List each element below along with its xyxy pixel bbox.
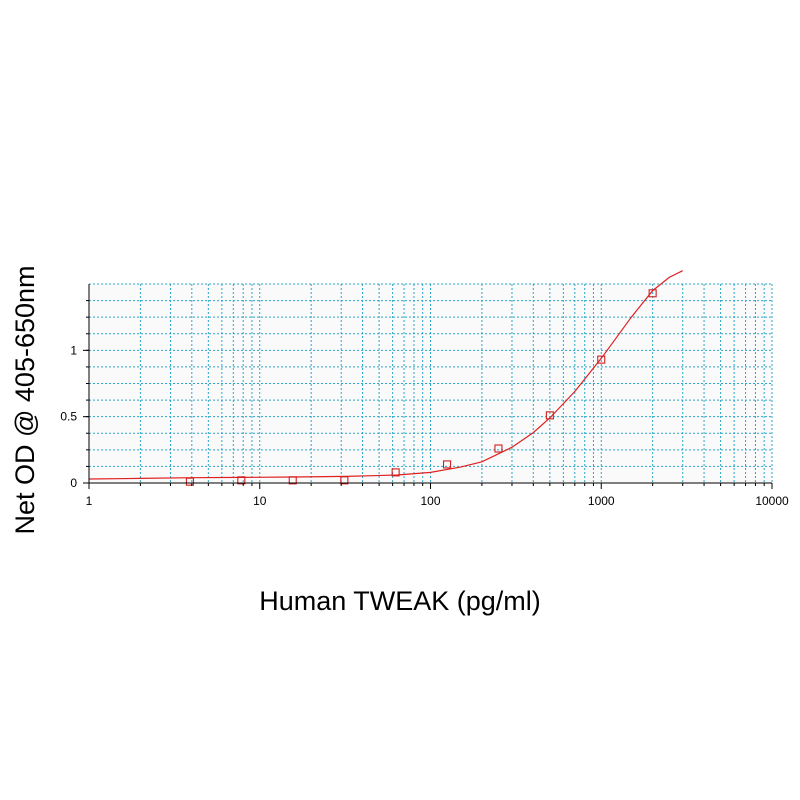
x-tick-label: 10000 xyxy=(755,494,789,508)
fit-curve-line xyxy=(88,270,683,480)
x-tick-label: 1 xyxy=(86,494,93,508)
x-axis-title: Human TWEAK (pg/ml) xyxy=(259,586,541,616)
y-axis-title: Net OD @ 405-650nm xyxy=(10,265,40,534)
data-point xyxy=(494,444,503,453)
y-tick-label: 0.5 xyxy=(60,410,77,424)
data-point xyxy=(185,477,194,486)
data-point xyxy=(237,476,246,485)
data-point xyxy=(288,476,297,485)
y-tick-label: 0 xyxy=(70,476,77,490)
x-tick-label: 10 xyxy=(253,494,267,508)
data-point xyxy=(442,460,452,469)
data-points xyxy=(185,289,657,486)
grid xyxy=(89,283,773,483)
y-ticks: 00.51 xyxy=(60,300,89,490)
x-tick-label: 1000 xyxy=(588,494,615,508)
x-ticks: 1 10 100 1000 10000 xyxy=(86,483,789,508)
data-point xyxy=(545,411,554,420)
data-point xyxy=(597,355,606,364)
data-point xyxy=(340,476,349,485)
data-point xyxy=(391,468,400,477)
x-tick-label: 100 xyxy=(420,494,440,508)
fit-curve xyxy=(88,270,683,480)
data-point xyxy=(648,289,657,298)
y-tick-label: 1 xyxy=(70,343,77,357)
